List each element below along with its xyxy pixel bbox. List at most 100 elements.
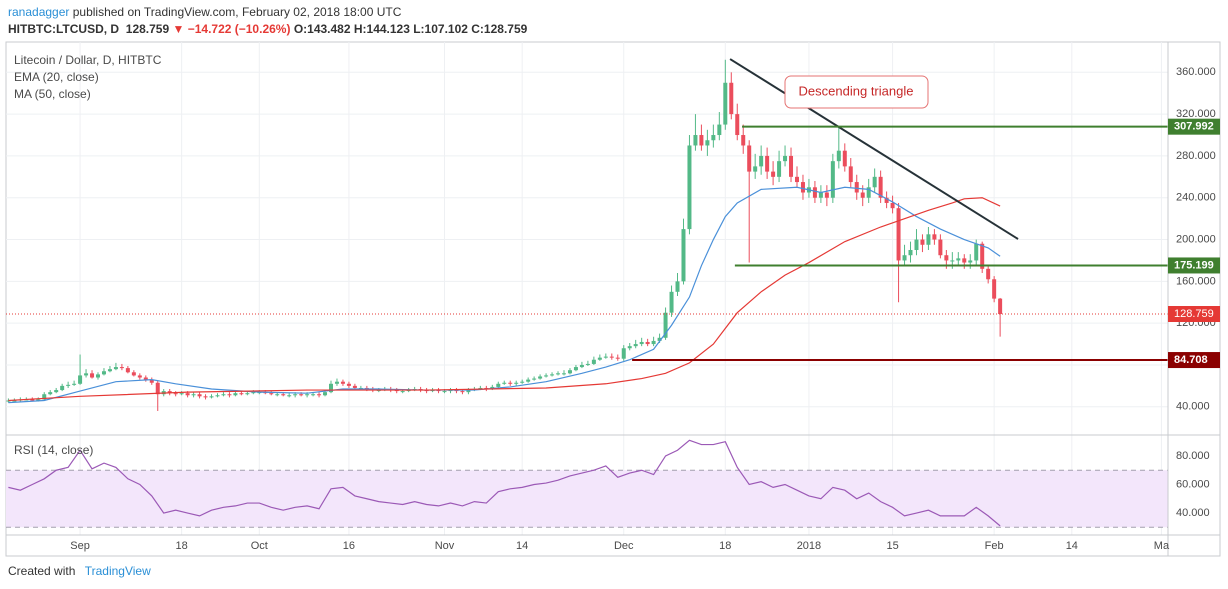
pane-title: RSI (14, close) <box>14 443 93 457</box>
author[interactable]: ranadagger <box>8 5 70 19</box>
candle-body <box>167 391 172 394</box>
candle-body <box>783 155 788 162</box>
candle-body <box>639 341 644 345</box>
candle-body <box>717 124 722 136</box>
x-tick-label: 18 <box>719 540 731 552</box>
candle-body <box>514 382 519 384</box>
candle-body <box>113 367 118 370</box>
x-tick-label: 14 <box>516 540 528 552</box>
y-tick-label: 160.000 <box>1176 275 1216 287</box>
candle-body <box>633 344 638 347</box>
candle-body <box>956 258 961 261</box>
candle-body <box>597 357 602 360</box>
candle-body <box>460 391 465 393</box>
candle-body <box>848 166 853 183</box>
created: Created with <box>8 564 76 578</box>
y-tick-label: 360.000 <box>1176 66 1216 78</box>
candle-body <box>12 400 17 402</box>
trendline <box>729 58 1019 240</box>
level-tag <box>1168 118 1220 135</box>
grid <box>6 42 1168 535</box>
candle-body <box>125 368 130 373</box>
candle-body <box>723 82 728 125</box>
candle-body <box>705 140 710 146</box>
candle-body <box>938 239 943 256</box>
x-tick-label: Nov <box>435 540 455 552</box>
candle-body <box>902 255 907 261</box>
candle-body <box>299 394 304 396</box>
candle-body <box>251 392 256 394</box>
candle-body <box>508 382 513 384</box>
candle-body <box>818 192 823 198</box>
candle-body <box>944 255 949 261</box>
candle-body <box>96 374 101 378</box>
candle-body <box>329 383 334 393</box>
candle-body <box>209 396 214 398</box>
candle-body <box>101 371 106 375</box>
candle-body <box>550 374 555 376</box>
candle-body <box>824 192 829 198</box>
candle-body <box>131 372 136 376</box>
candle-body <box>651 340 656 345</box>
candle-body <box>90 373 95 378</box>
candle-body <box>974 243 979 261</box>
candle-body <box>6 400 11 402</box>
candle-body <box>854 182 859 193</box>
candle-body <box>334 381 339 384</box>
candle-body <box>155 382 160 395</box>
x-tick-label: Dec <box>614 540 634 552</box>
candle-body <box>830 161 835 198</box>
candle-body <box>800 182 805 193</box>
x-tick-label: 18 <box>176 540 188 552</box>
indicator-line <box>8 197 1001 402</box>
candle-body <box>42 394 47 400</box>
annotation-box <box>784 75 929 109</box>
candle-body <box>215 395 220 397</box>
candle-body <box>442 391 447 393</box>
level-tag <box>1168 352 1220 369</box>
candle-body <box>860 192 865 198</box>
candle-body <box>687 145 692 230</box>
level-tag <box>1168 257 1220 274</box>
y-tick-label: 40.000 <box>1176 401 1210 413</box>
labels: Sep 18 Oct 16 Nov 14 Dec 18 2018 15 Feb 14 Ma 40.000 8… <box>14 53 1220 552</box>
annotation: Descending triangle <box>799 83 914 98</box>
candle-body <box>992 279 997 299</box>
level-label: 84.708 <box>1174 354 1208 366</box>
candle-body <box>621 348 626 359</box>
candle-body <box>968 260 973 263</box>
candle-body <box>812 187 817 198</box>
level-label: 175.199 <box>1174 259 1214 271</box>
candle-body <box>765 155 770 172</box>
candle-body <box>585 363 590 365</box>
candle-body <box>197 394 202 397</box>
candle-body <box>609 356 614 358</box>
candle-body <box>287 395 292 397</box>
candle-body <box>48 392 53 395</box>
candle-body <box>227 394 232 396</box>
x-tick-label: 16 <box>343 540 355 552</box>
candle-body <box>119 367 124 369</box>
candle-body <box>30 399 35 401</box>
candle-body <box>532 378 537 380</box>
candle-body <box>711 135 716 141</box>
candle-body <box>281 394 286 396</box>
candle-body <box>502 382 507 384</box>
candle-body <box>526 379 531 382</box>
candle-body <box>496 383 501 387</box>
candle-body <box>741 135 746 146</box>
y-tick-label: 280.000 <box>1176 150 1216 162</box>
candle-body <box>579 364 584 368</box>
x-tick-label: Ma <box>1154 540 1170 552</box>
x-tick-label: 2018 <box>797 540 821 552</box>
candle-body <box>669 291 674 313</box>
candle-body <box>777 161 782 177</box>
brand[interactable]: TradingView <box>84 564 151 578</box>
candle-body <box>317 394 322 396</box>
candle-body <box>759 155 764 167</box>
candle-body <box>615 357 620 359</box>
candle-body <box>627 346 632 349</box>
candle-body <box>149 379 154 383</box>
candle-body <box>561 373 566 375</box>
candle-body <box>107 369 112 372</box>
